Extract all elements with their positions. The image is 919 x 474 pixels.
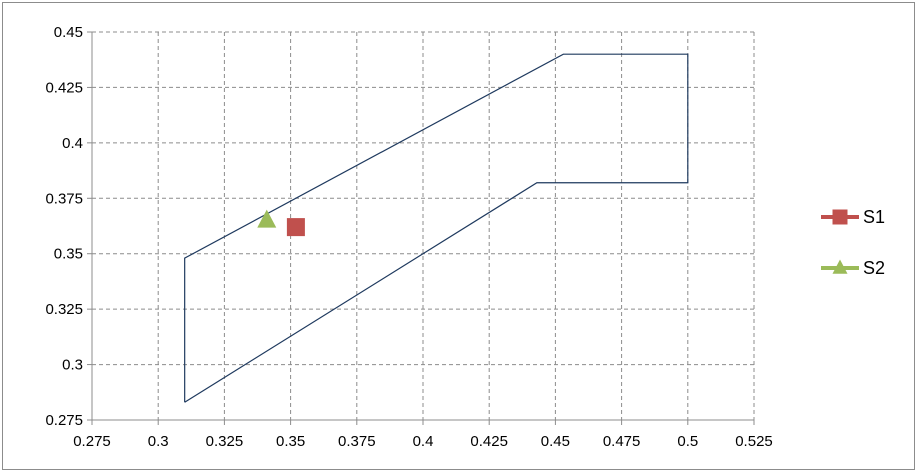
y-tick-label: 0.275: [45, 412, 83, 429]
axes: 0.275 0.3 0.325 0.35 0.375 0.4 0.425 0.45 0.475 0…: [45, 24, 772, 450]
y-tick-label: 0.45: [54, 24, 83, 41]
x-tick-label: 0.35: [276, 433, 305, 450]
y-tick-label: 0.35: [54, 246, 83, 263]
y-tick-label: 0.3: [62, 357, 83, 374]
legend: S1 S2: [821, 207, 885, 278]
legend-marker-s1: [832, 209, 848, 225]
y-tick-label: 0.325: [45, 301, 83, 318]
x-tick-label: 0.475: [603, 433, 641, 450]
legend-marker-s2: [832, 259, 848, 274]
x-tick-label: 0.375: [338, 433, 376, 450]
x-tick-label: 0.4: [413, 433, 434, 450]
legend-label-s1: S1: [863, 207, 885, 227]
boundary-line: [184, 53, 689, 403]
legend-label-s2: S2: [863, 258, 885, 278]
x-tick-label: 0.45: [541, 433, 570, 450]
x-tick-label: 0.3: [148, 433, 169, 450]
scatter-chart: 0.275 0.3 0.325 0.35 0.375 0.4 0.425 0.45 0.475 0…: [45, 24, 885, 450]
y-tick-label: 0.4: [62, 135, 83, 152]
x-tick-label: 0.425: [470, 433, 508, 450]
x-tick-label: 0.275: [73, 433, 111, 450]
x-tick-label: 0.325: [206, 433, 244, 450]
y-tick-label: 0.425: [45, 79, 83, 96]
y-tick-label: 0.375: [45, 190, 83, 207]
x-tick-label: 0.5: [677, 433, 698, 450]
data-point-s1: [286, 218, 305, 237]
data-point-s2: [257, 209, 277, 228]
boundary-polygon-group: [184, 53, 689, 403]
data-points: [257, 209, 305, 237]
grid: [92, 31, 755, 420]
x-tick-label: 0.525: [735, 433, 773, 450]
